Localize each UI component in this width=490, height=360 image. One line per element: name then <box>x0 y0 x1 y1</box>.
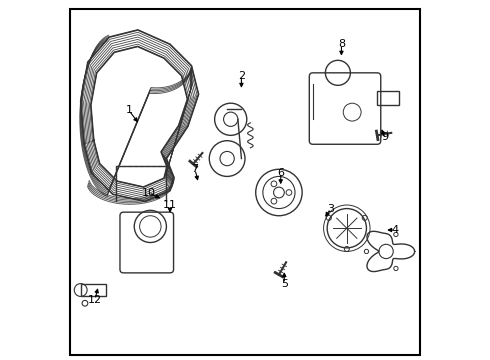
Text: 5: 5 <box>281 279 288 289</box>
Text: 6: 6 <box>277 168 284 178</box>
Text: 2: 2 <box>238 71 245 81</box>
Text: 11: 11 <box>163 200 177 210</box>
Text: 1: 1 <box>125 105 132 115</box>
Text: 8: 8 <box>338 39 345 49</box>
Bar <box>377 91 398 105</box>
Text: 12: 12 <box>88 295 102 305</box>
Text: 3: 3 <box>327 203 334 213</box>
Text: 10: 10 <box>142 188 155 198</box>
Text: 7: 7 <box>192 164 198 174</box>
Text: 9: 9 <box>381 132 388 142</box>
Text: 4: 4 <box>392 225 398 235</box>
Bar <box>81 284 106 296</box>
